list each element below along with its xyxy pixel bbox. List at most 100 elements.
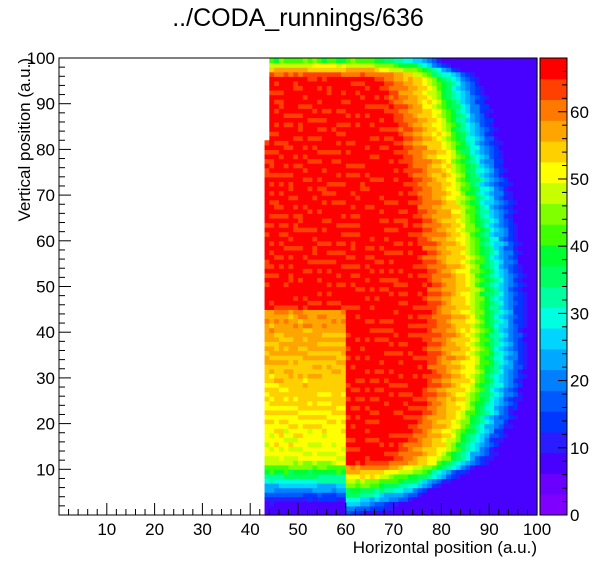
heatmap-cell [455, 263, 462, 269]
heatmap-cell [298, 332, 304, 338]
heatmap-cell [489, 295, 495, 301]
heatmap-cell [326, 181, 333, 187]
heatmap-cell [479, 277, 486, 283]
heatmap-cell [321, 423, 328, 429]
heatmap-cell [412, 309, 419, 315]
heatmap-cell [283, 163, 290, 169]
heatmap-cell [484, 341, 490, 347]
heatmap-cell [360, 181, 366, 187]
heatmap-cell [374, 309, 380, 315]
heatmap-cell [388, 473, 395, 480]
heatmap-cell [503, 158, 509, 164]
heatmap-cell [489, 419, 495, 425]
heatmap-cell [513, 391, 519, 397]
heatmap-cell [398, 437, 404, 443]
heatmap-cell [336, 126, 342, 132]
heatmap-cell [326, 437, 333, 443]
heatmap-cell [441, 313, 447, 320]
heatmap-cell [474, 510, 481, 516]
heatmap-cell [388, 364, 395, 370]
heatmap-cell [436, 505, 442, 512]
heatmap-cell [508, 336, 514, 342]
heatmap-cell [293, 240, 299, 246]
heatmap-cell [364, 213, 371, 219]
heatmap-cell [407, 501, 414, 507]
heatmap-cell [341, 373, 347, 379]
heatmap-cell [269, 208, 275, 214]
heatmap-cell [470, 373, 476, 379]
heatmap-cell [508, 419, 514, 425]
heatmap-cell [412, 181, 419, 187]
heatmap-cell [503, 172, 509, 178]
heatmap-cell [493, 341, 500, 347]
heatmap-cell [422, 158, 428, 164]
heatmap-cell [307, 327, 313, 333]
heatmap-cell [278, 423, 285, 429]
heatmap-cell [460, 501, 466, 507]
heatmap-cell [369, 195, 376, 201]
heatmap-cell [436, 158, 442, 164]
heatmap-cell [269, 135, 275, 141]
heatmap-cell [288, 428, 294, 434]
heatmap-cell [278, 487, 285, 493]
heatmap-cell [326, 359, 333, 365]
heatmap-cell [446, 355, 452, 361]
heatmap-cell [532, 432, 538, 438]
heatmap-cell [493, 222, 500, 228]
heatmap-cell [455, 227, 462, 233]
heatmap-cell [298, 281, 304, 288]
heatmap-cell [489, 245, 495, 251]
heatmap-cell [450, 327, 457, 333]
heatmap-cell [460, 309, 466, 315]
heatmap-cell [479, 304, 486, 310]
heatmap-cell [427, 263, 433, 269]
heatmap-cell [393, 153, 399, 160]
heatmap-cell [312, 345, 318, 352]
heatmap-cell [446, 304, 452, 310]
heatmap-cell [527, 300, 533, 306]
heatmap-cell [493, 364, 500, 370]
heatmap-cell [364, 318, 371, 324]
heatmap-cell [517, 318, 524, 324]
heatmap-cell [517, 309, 524, 315]
heatmap-cell [417, 167, 423, 173]
heatmap-cell [532, 263, 538, 269]
heatmap-cell [364, 112, 371, 119]
heatmap-cell [360, 441, 366, 448]
heatmap-cell [360, 263, 366, 269]
heatmap-cell [293, 387, 299, 393]
heatmap-cell [278, 295, 285, 301]
heatmap-cell [517, 268, 524, 274]
heatmap-cell [436, 364, 442, 370]
heatmap-cell [412, 158, 419, 164]
heatmap-cell [465, 249, 471, 256]
heatmap-cell [293, 300, 299, 306]
heatmap-cell [493, 446, 500, 452]
heatmap-cell [498, 149, 505, 155]
heatmap-cell [412, 172, 419, 178]
heatmap-cell [484, 469, 490, 475]
heatmap-cell [503, 254, 509, 260]
heatmap-cell [517, 345, 524, 352]
heatmap-cell [460, 387, 466, 393]
heatmap-cell [465, 400, 471, 406]
heatmap-cell [503, 304, 509, 310]
heatmap-cell [274, 140, 280, 146]
heatmap-cell [431, 510, 438, 516]
heatmap-cell [350, 135, 356, 141]
heatmap-cell [307, 149, 313, 155]
heatmap-cell [302, 176, 309, 182]
heatmap-cell [264, 364, 270, 370]
heatmap-cell [355, 318, 361, 324]
heatmap-cell [441, 368, 447, 374]
heatmap-cell [393, 387, 399, 393]
heatmap-cell [513, 437, 519, 443]
heatmap-cell [412, 277, 419, 283]
heatmap-cell [427, 176, 433, 182]
heatmap-cell [422, 437, 428, 443]
heatmap-cell [298, 181, 304, 187]
heatmap-cell [446, 446, 452, 452]
heatmap-cell [321, 249, 328, 256]
heatmap-cell [278, 446, 285, 452]
heatmap-cell [264, 268, 270, 274]
